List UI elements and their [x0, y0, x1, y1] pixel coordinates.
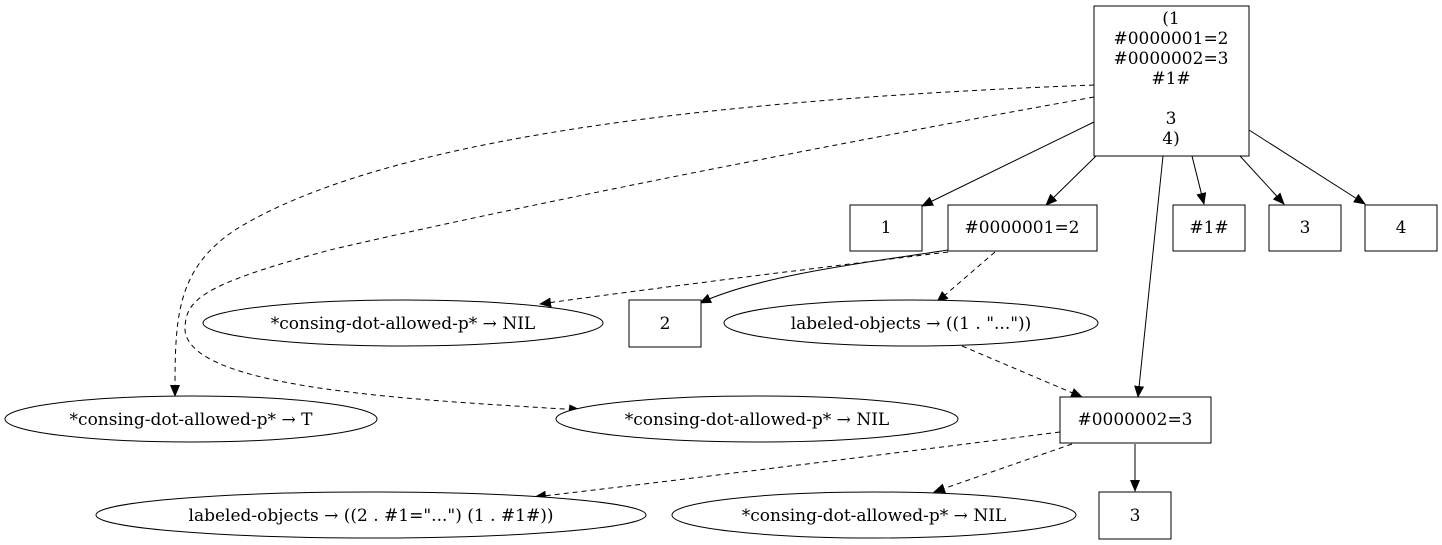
edge-root-to-dot-nil-2: [184, 96, 1095, 415]
label-2: 2: [660, 314, 671, 334]
node-3a: [1268, 204, 1342, 252]
root-line-7: 4): [1162, 129, 1179, 149]
root-line-1: (1: [1162, 9, 1179, 29]
edge-root-to-hash1: [1191, 155, 1207, 205]
label-dot-nil-1: *consing-dot-allowed-p* → NIL: [271, 314, 535, 334]
edge-label1-to-2: [699, 249, 949, 304]
root-line-6: 3: [1166, 109, 1177, 129]
label-1: 1: [881, 218, 892, 238]
edge-label1-to-labeled-1: [936, 251, 996, 303]
edge-root-to-label1: [1045, 155, 1097, 206]
root-node: [1093, 5, 1250, 157]
edge-root-to-3: [1239, 155, 1285, 205]
edge-root-to-label2: [1134, 155, 1164, 398]
node-dot-nil-1: [202, 299, 604, 347]
node-dot-nil-3: [671, 491, 1077, 539]
root-line-4: #1#: [1151, 69, 1190, 89]
edge-root-to-dot-t: [170, 84, 1095, 397]
edge-label2-to-labeled-2: [534, 431, 1061, 501]
node-label1: [947, 204, 1098, 252]
label-dot-nil-3: *consing-dot-allowed-p* → NIL: [742, 506, 1006, 526]
node-4: [1364, 204, 1438, 252]
node-2: [628, 299, 702, 348]
edge-label2-to-dot-nil-3: [933, 443, 1073, 494]
nodes: [4, 5, 1438, 540]
labels: (1 #0000001=2 #0000002=3 #1# 3 4) 1 #000…: [70, 9, 1407, 526]
edge-root-to-1: [921, 121, 1095, 207]
node-labeled-2: [95, 491, 647, 539]
label-labeled-2: labeled-objects → ((2 . #1="...") (1 . #…: [189, 506, 554, 526]
node-dot-t: [4, 395, 378, 443]
edge-label1-to-dot-nil-1: [539, 251, 949, 308]
node-hash1: [1172, 204, 1246, 252]
label-dot-t: *consing-dot-allowed-p* → T: [70, 410, 314, 430]
label-3a: 3: [1300, 218, 1311, 238]
node-1: [849, 204, 923, 252]
label-labeled-1: labeled-objects → ((1 . "...")): [791, 314, 1032, 334]
node-dot-nil-2: [555, 395, 959, 443]
node-labeled-1: [723, 299, 1099, 347]
node-3b: [1098, 491, 1172, 540]
edge-labeled1-to-label2: [961, 345, 1083, 398]
root-line-2: #0000001=2: [1113, 29, 1228, 49]
label-4: 4: [1396, 218, 1407, 238]
edges: [170, 84, 1366, 501]
label-label2: #0000002=3: [1077, 410, 1192, 430]
root-line-3: #0000002=3: [1113, 49, 1228, 69]
edge-root-to-4: [1248, 129, 1366, 205]
label-3b: 3: [1130, 506, 1141, 526]
label-hash1: #1#: [1189, 218, 1228, 238]
label-label1: #0000001=2: [964, 218, 1079, 238]
label-dot-nil-2: *consing-dot-allowed-p* → NIL: [625, 410, 889, 430]
node-label2: [1059, 396, 1212, 444]
